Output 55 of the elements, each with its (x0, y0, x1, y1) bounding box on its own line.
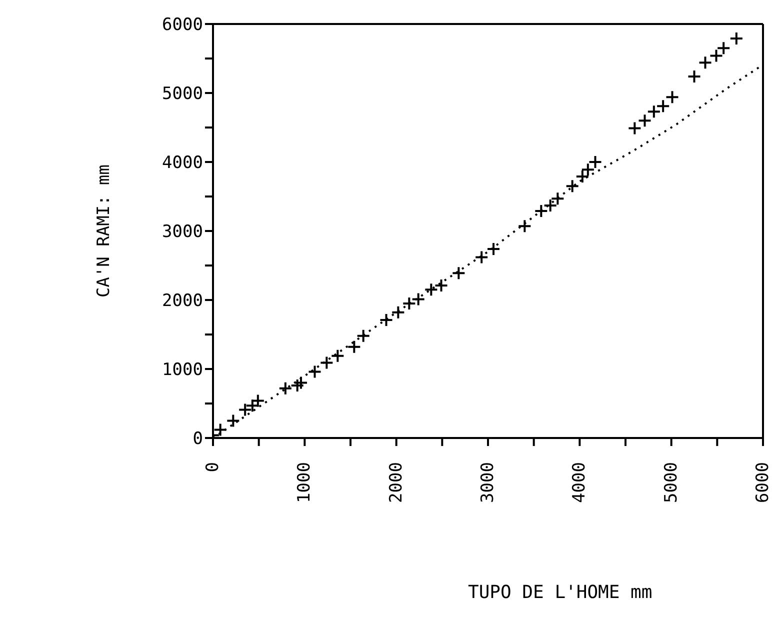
point (434, 278, 448, 293)
y-tick-label: 4000 (162, 153, 203, 174)
point (278, 381, 292, 396)
point (379, 313, 394, 328)
point (424, 282, 438, 297)
x-tick-label: 1000 (294, 462, 315, 503)
x-tick-label: 6000 (753, 462, 773, 503)
point (356, 328, 370, 343)
x-tick-label: 3000 (478, 462, 498, 503)
y-tick-label: 6000 (162, 15, 203, 36)
y-axis-title: CA'N RAMI: mm (94, 164, 114, 298)
x-tick-label: 4000 (570, 462, 590, 503)
point (656, 99, 670, 114)
point (518, 219, 532, 234)
point (729, 31, 744, 46)
point (238, 402, 252, 417)
point (565, 179, 580, 194)
point (226, 414, 240, 428)
point (698, 56, 712, 70)
point (687, 69, 702, 84)
x-tick-label: 0 (203, 462, 223, 472)
point (411, 292, 426, 306)
x-tick-label: 5000 (661, 462, 682, 503)
point (550, 192, 565, 206)
point (543, 198, 558, 212)
point (709, 48, 724, 63)
y-tick-label: 3000 (162, 222, 203, 242)
point (575, 169, 590, 184)
y-tick-label: 5000 (162, 84, 203, 104)
point (294, 376, 308, 390)
point (716, 41, 731, 56)
point (320, 356, 334, 370)
point (665, 90, 680, 104)
y-tick-label: 1000 (162, 360, 203, 380)
point (628, 121, 642, 136)
point (347, 340, 362, 354)
point (402, 296, 416, 310)
point (452, 266, 466, 280)
point (534, 204, 548, 218)
point (474, 250, 489, 264)
point (588, 155, 602, 169)
y-tick-label: 2000 (162, 291, 203, 312)
point (580, 162, 595, 177)
point (486, 242, 500, 256)
x-axis-title: TUPO DE L'HOME mm (468, 582, 652, 603)
point (646, 104, 661, 119)
point (391, 305, 406, 320)
point (638, 114, 652, 128)
y-tick-label: 0 (192, 429, 203, 450)
point (245, 398, 260, 413)
point (308, 364, 322, 379)
point (250, 394, 265, 408)
point (330, 348, 345, 363)
x-tick-label: 2000 (386, 462, 406, 503)
point (290, 378, 304, 393)
